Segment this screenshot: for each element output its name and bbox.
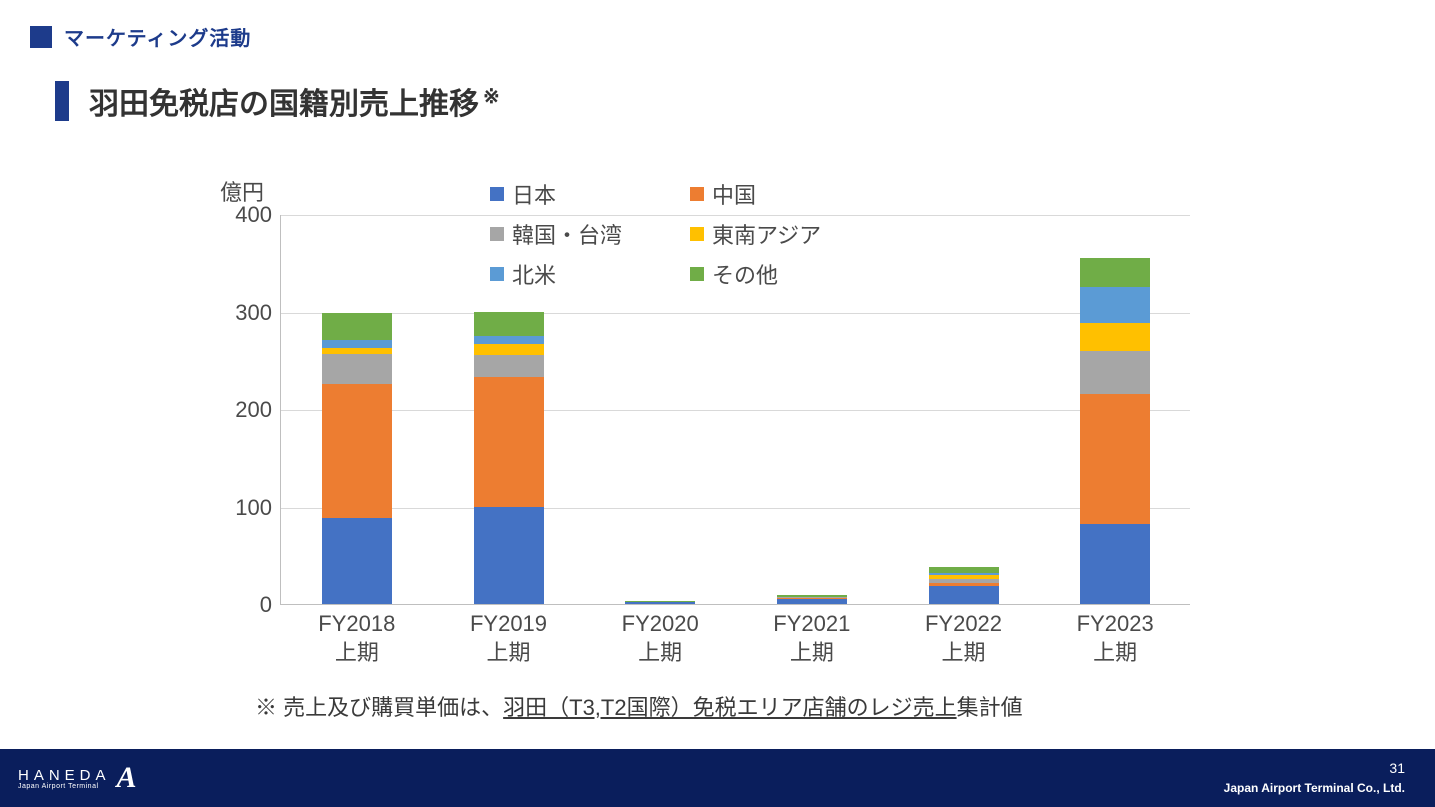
chart-footnote: ※ 売上及び購買単価は、羽田（T3,T2国際）免税エリア店舗のレジ売上集計値 (255, 690, 1023, 722)
footer-brand-sub: Japan Airport Terminal (18, 783, 111, 790)
footnote-underlined: 羽田（T3,T2国際）免税エリア店舗のレジ売上 (503, 695, 956, 720)
bar-segment (474, 336, 544, 344)
legend-label: 韓国・台湾 (512, 218, 622, 250)
bar-segment (322, 518, 392, 604)
chart-legend: 日本 中国韓国・台湾 東南アジア北米 その他 (490, 178, 910, 298)
legend-swatch (690, 187, 704, 201)
bar-group: FY2018上期 (322, 313, 392, 605)
bar-segment (322, 313, 392, 340)
sub-header-marker (55, 81, 69, 121)
gridline (281, 410, 1190, 411)
x-tick-label: FY2018上期 (287, 604, 427, 667)
bar-segment (1080, 524, 1150, 604)
bar-segment (1080, 323, 1150, 350)
bar-segment (322, 384, 392, 519)
bar-segment (474, 355, 544, 376)
bar-segment (1080, 258, 1150, 287)
y-tick-label: 100 (212, 495, 272, 521)
bar-group: FY2019上期 (474, 312, 544, 604)
sub-title: 羽田免税店の国籍別売上推移※ (89, 79, 500, 123)
y-tick-label: 400 (212, 202, 272, 228)
footer-brand: HANEDA Japan Airport Terminal A (18, 761, 137, 795)
legend-item: 日本 (490, 178, 690, 210)
legend-label: その他 (712, 258, 778, 290)
legend-row: 北米 その他 (490, 258, 910, 290)
legend-label: 日本 (512, 178, 556, 210)
footnote-suffix: 集計値 (957, 695, 1023, 720)
page-footer: HANEDA Japan Airport Terminal A 31 Japan… (0, 749, 1435, 807)
footer-logo-icon: A (117, 761, 137, 795)
footer-right: 31 Japan Airport Terminal Co., Ltd. (1224, 759, 1405, 797)
footer-brand-name: HANEDA (18, 767, 111, 784)
bar-group: FY2021上期 (777, 595, 847, 604)
page-number: 31 (1389, 759, 1405, 779)
sub-title-text: 羽田免税店の国籍別売上推移 (89, 88, 479, 121)
section-title: マーケティング活動 (64, 22, 251, 51)
gridline (281, 508, 1190, 509)
legend-swatch (490, 227, 504, 241)
x-tick-label: FY2022上期 (894, 604, 1034, 667)
section-header: マーケティング活動 (0, 0, 1435, 51)
bar-segment (1080, 394, 1150, 524)
legend-item: 東南アジア (690, 218, 910, 250)
gridline (281, 313, 1190, 314)
section-header-marker (30, 26, 52, 48)
legend-swatch (690, 267, 704, 281)
bar-group: FY2022上期 (929, 567, 999, 604)
bar-segment (474, 507, 544, 605)
bar-segment (322, 354, 392, 383)
bar-segment (474, 344, 544, 356)
sub-title-note: ※ (483, 86, 500, 108)
bar-group: FY2020上期 (625, 601, 695, 604)
x-tick-label: FY2023上期 (1045, 604, 1185, 667)
bar-segment (929, 586, 999, 604)
legend-swatch (690, 227, 704, 241)
legend-label: 中国 (712, 178, 756, 210)
legend-swatch (490, 267, 504, 281)
x-tick-label: FY2019上期 (439, 604, 579, 667)
bar-segment (322, 348, 392, 355)
y-tick-label: 200 (212, 397, 272, 423)
bar-segment (474, 312, 544, 336)
footnote-prefix: ※ 売上及び購買単価は、 (255, 695, 503, 720)
bar-segment (474, 377, 544, 507)
y-tick-label: 0 (212, 592, 272, 618)
legend-item: 韓国・台湾 (490, 218, 690, 250)
legend-item: 北米 (490, 258, 690, 290)
sub-header: 羽田免税店の国籍別売上推移※ (0, 51, 1435, 123)
x-tick-label: FY2021上期 (742, 604, 882, 667)
bar-group: FY2023上期 (1080, 258, 1150, 604)
legend-item: その他 (690, 258, 910, 290)
legend-label: 北米 (512, 258, 556, 290)
x-tick-label: FY2020上期 (590, 604, 730, 667)
legend-swatch (490, 187, 504, 201)
bar-segment (1080, 287, 1150, 323)
bar-segment (1080, 351, 1150, 395)
legend-row: 韓国・台湾 東南アジア (490, 218, 910, 250)
bar-segment (322, 340, 392, 348)
footer-company: Japan Airport Terminal Co., Ltd. (1224, 780, 1405, 797)
y-tick-label: 300 (212, 300, 272, 326)
legend-row: 日本 中国 (490, 178, 910, 210)
legend-item: 中国 (690, 178, 910, 210)
legend-label: 東南アジア (712, 218, 821, 250)
